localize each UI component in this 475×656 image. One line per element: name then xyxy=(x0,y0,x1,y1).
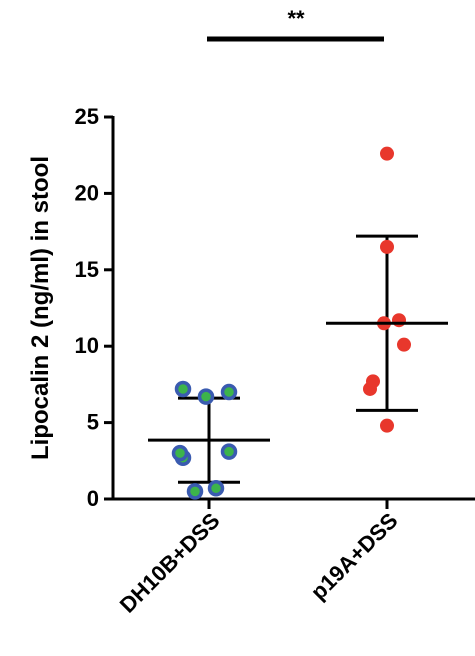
y-tick-label: 15 xyxy=(75,257,99,282)
y-tick-label: 5 xyxy=(87,410,99,435)
x-tick-label: p19A+DSS xyxy=(306,508,403,605)
data-point xyxy=(366,374,380,389)
data-point xyxy=(197,388,215,405)
y-tick-label: 10 xyxy=(75,333,99,358)
y-tick-label: 25 xyxy=(75,104,99,129)
significance-label: ** xyxy=(287,6,305,31)
x-tick-label: DH10B+DSS xyxy=(115,508,225,618)
group-0 xyxy=(148,380,270,500)
data-point xyxy=(392,313,406,328)
data-point xyxy=(186,483,204,500)
data-groups xyxy=(148,146,448,500)
y-tick-label: 0 xyxy=(87,486,99,511)
data-point xyxy=(220,443,238,460)
y-axis: 0 5 10 15 20 25 xyxy=(75,104,115,511)
data-point xyxy=(220,383,238,401)
data-point xyxy=(207,480,225,497)
data-point xyxy=(171,444,189,462)
data-point xyxy=(174,380,192,398)
data-point xyxy=(380,418,394,433)
data-point xyxy=(397,337,411,352)
y-axis-label: Lipocalin 2 (ng/ml) in stool xyxy=(27,156,54,460)
x-axis-ticks: DH10B+DSS p19A+DSS xyxy=(115,499,403,618)
group-1 xyxy=(326,146,448,433)
significance-annotation: ** xyxy=(207,6,384,42)
y-tick-label: 20 xyxy=(75,180,99,205)
data-point xyxy=(380,146,394,161)
data-point xyxy=(380,239,394,254)
